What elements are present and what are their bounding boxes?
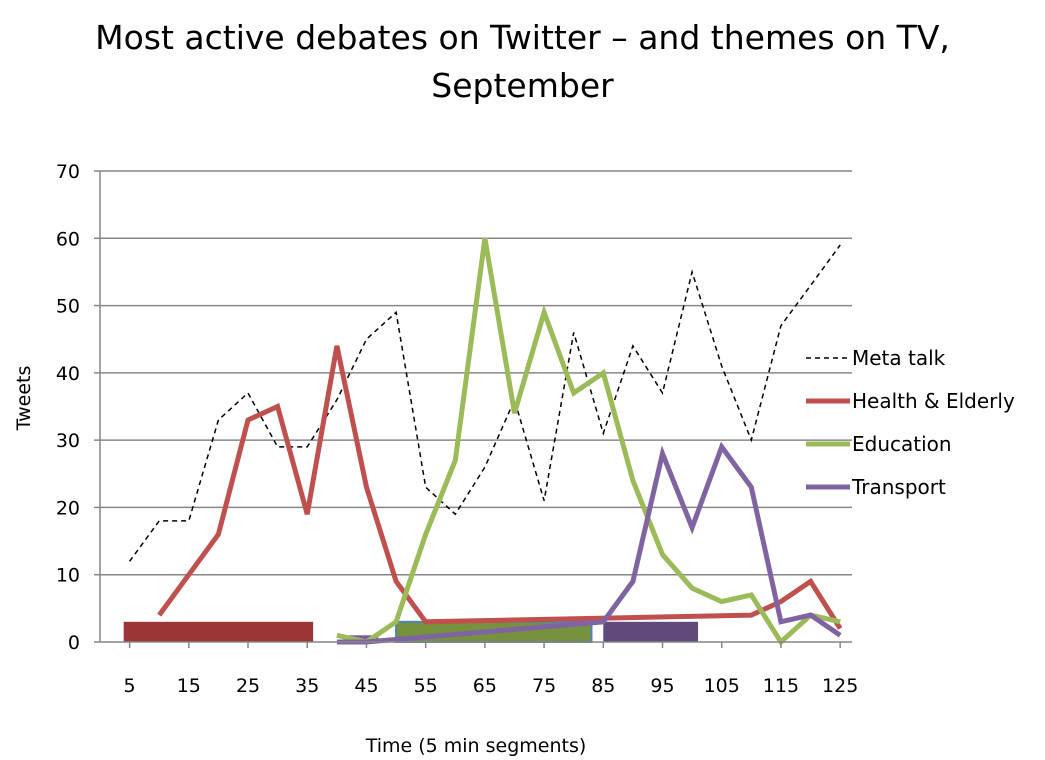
y-tick-label: 10 <box>56 565 80 587</box>
x-tick-label: 55 <box>414 675 438 697</box>
legend-label: Health & Elderly <box>852 389 1015 413</box>
series-line-meta-talk <box>128 244 841 562</box>
x-tick-label: 105 <box>704 675 740 697</box>
y-tick-label: 50 <box>56 296 80 318</box>
x-tick-label: 115 <box>763 675 799 697</box>
y-tick-label: 0 <box>68 632 80 654</box>
y-tick-label: 30 <box>56 430 80 452</box>
x-tick-label: 25 <box>236 675 260 697</box>
series-line-transport <box>336 441 842 645</box>
axes <box>94 170 852 648</box>
chart-title: Most active debates on Twitter – and the… <box>0 14 1045 110</box>
legend-label: Transport <box>851 475 946 499</box>
x-tick-label: 95 <box>650 675 674 697</box>
legend-label: Meta talk <box>852 346 946 370</box>
legend: Meta talk Health & Elderly Education Transp… <box>806 346 1015 499</box>
tv-theme-bar <box>603 621 699 642</box>
y-tick-label: 70 <box>56 161 80 183</box>
x-tick-label: 35 <box>295 675 319 697</box>
x-tick-label: 75 <box>532 675 556 697</box>
y-tick-label: 40 <box>56 363 80 385</box>
x-tick-label: 5 <box>124 675 136 697</box>
x-tick-label: 85 <box>591 675 615 697</box>
x-axis-label: Time (5 min segments) <box>365 735 587 757</box>
y-axis-label: Tweets <box>13 366 35 432</box>
x-tick-label: 15 <box>177 675 201 697</box>
y-tick-label: 60 <box>56 228 80 250</box>
x-tick-labels: 5 15 25 35 45 55 65 75 85 95 105 115 125 <box>124 675 859 697</box>
x-tick-label: 45 <box>354 675 378 697</box>
series-line-education <box>336 237 841 646</box>
x-tick-label: 125 <box>822 675 858 697</box>
series-line-health-elderly <box>157 345 843 630</box>
tv-theme-bar <box>123 621 314 642</box>
tv-theme-bar <box>348 635 379 642</box>
y-tick-labels: 0 10 20 30 40 50 60 70 <box>56 161 80 654</box>
chart-title-line1: Most active debates on Twitter – and the… <box>95 18 950 57</box>
x-tick-label: 65 <box>473 675 497 697</box>
y-tick-label: 20 <box>56 497 80 519</box>
grid <box>100 170 852 576</box>
legend-label: Education <box>852 432 952 456</box>
series-lines <box>128 237 843 646</box>
chart-title-line2: September <box>431 66 614 105</box>
